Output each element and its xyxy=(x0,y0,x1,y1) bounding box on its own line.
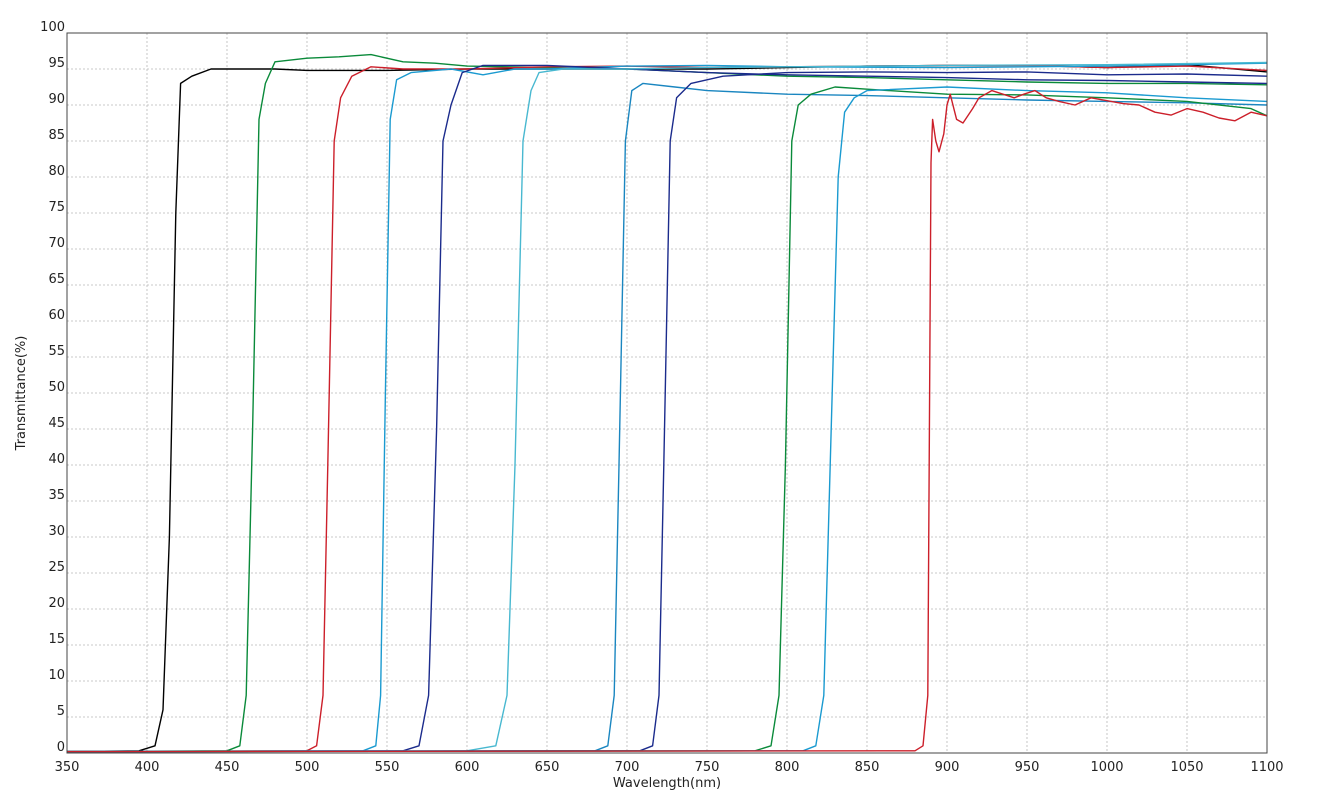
x-tick-label: 350 xyxy=(55,760,80,775)
x-tick-label: 400 xyxy=(135,760,160,775)
x-tick-label: 1000 xyxy=(1090,760,1123,775)
y-tick-label: 75 xyxy=(48,200,65,215)
y-tick-label: 35 xyxy=(48,488,65,503)
x-tick-label: 1100 xyxy=(1250,760,1283,775)
y-tick-label: 40 xyxy=(48,452,65,467)
y-tick-label: 15 xyxy=(48,632,65,647)
x-tick-label: 700 xyxy=(615,760,640,775)
series-line-11 xyxy=(66,89,1268,753)
plot-frame xyxy=(66,32,1268,754)
x-tick-label: 1050 xyxy=(1170,760,1203,775)
y-tick-label: 80 xyxy=(48,164,65,179)
y-tick-label: 10 xyxy=(48,668,65,683)
y-tick-label: 0 xyxy=(57,740,65,755)
y-tick-label: 25 xyxy=(48,560,65,575)
x-tick-label: 750 xyxy=(695,760,720,775)
y-tick-label: 45 xyxy=(48,416,65,431)
x-tick-label: 450 xyxy=(215,760,240,775)
series-line-5 xyxy=(66,64,1268,753)
x-tick-label: 950 xyxy=(1015,760,1040,775)
y-tick-label: 85 xyxy=(48,128,65,143)
y-tick-label: 90 xyxy=(48,92,65,107)
y-tick-label: 65 xyxy=(48,272,65,287)
y-tick-label: 70 xyxy=(48,236,65,251)
y-tick-label: 95 xyxy=(48,56,65,71)
series-line-9 xyxy=(66,86,1268,753)
x-tick-label: 900 xyxy=(935,760,960,775)
y-tick-label: 60 xyxy=(48,308,65,323)
y-tick-label: 20 xyxy=(48,596,65,611)
y-tick-label: 30 xyxy=(48,524,65,539)
y-tick-labels: 0 5 10 15 20 25 30 35 40 45 50 55 60 65 70 75 80 85 90 95 10… xyxy=(40,20,65,755)
y-tick-label: 55 xyxy=(48,344,65,359)
series-line-8 xyxy=(66,71,1268,753)
x-tick-label: 850 xyxy=(855,760,880,775)
series-line-2 xyxy=(66,53,1268,753)
y-tick-label: 50 xyxy=(48,380,65,395)
x-tick-label: 650 xyxy=(535,760,560,775)
y-tick-label: 100 xyxy=(40,20,65,35)
x-tick-label: 800 xyxy=(775,760,800,775)
x-axis-label: Wavelength(nm) xyxy=(613,776,721,791)
grid-lines xyxy=(67,33,1267,753)
x-tick-label: 550 xyxy=(375,760,400,775)
series-line-6 xyxy=(66,61,1268,753)
series-lines xyxy=(66,53,1268,753)
x-tick-label: 500 xyxy=(295,760,320,775)
x-tick-label: 600 xyxy=(455,760,480,775)
y-axis-label: Transmittance(%) xyxy=(14,336,29,452)
series-line-10 xyxy=(66,86,1268,753)
y-tick-label: 5 xyxy=(57,704,65,719)
x-tick-labels: 350 400 450 500 550 600 650 700 750 800 850 900 950 1… xyxy=(55,760,1284,775)
